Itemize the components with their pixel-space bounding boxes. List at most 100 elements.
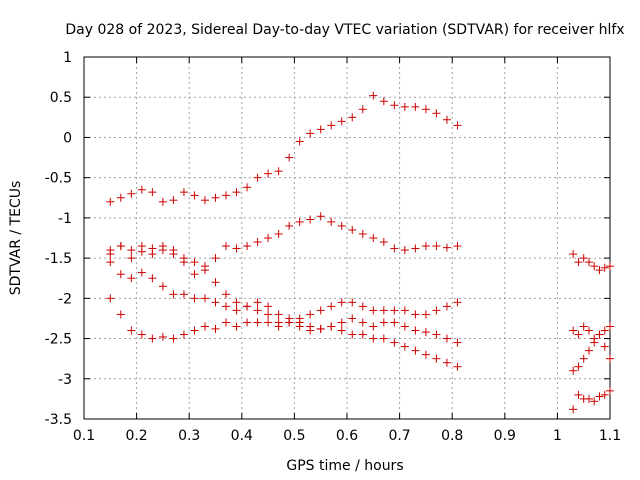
- data-point: [600, 326, 609, 335]
- data-point: [243, 183, 252, 192]
- data-point: [421, 105, 430, 114]
- x-tick-label: 0.6: [336, 428, 358, 444]
- data-point: [274, 167, 283, 176]
- data-point: [179, 290, 188, 299]
- data-point: [211, 324, 220, 333]
- data-point: [253, 238, 262, 247]
- data-point: [316, 306, 325, 315]
- data-point: [211, 298, 220, 307]
- data-point: [158, 197, 167, 206]
- data-point: [200, 322, 209, 331]
- data-point: [574, 330, 583, 339]
- data-point: [421, 310, 430, 319]
- data-point: [295, 137, 304, 146]
- data-point: [606, 354, 614, 363]
- data-point: [379, 334, 388, 343]
- data-point: [127, 274, 136, 283]
- data-point: [253, 318, 262, 327]
- data-point: [190, 326, 199, 335]
- data-point: [232, 306, 241, 315]
- data-point: [274, 322, 283, 331]
- data-point: [190, 191, 199, 200]
- y-axis-label: SDTVAR / TECUs: [8, 181, 24, 296]
- data-point: [358, 229, 367, 238]
- data-point: [421, 328, 430, 337]
- data-point: [316, 125, 325, 134]
- data-point: [600, 342, 609, 351]
- data-point: [316, 324, 325, 333]
- data-point: [179, 188, 188, 197]
- data-point: [348, 330, 357, 339]
- y-tick-label: -3.5: [45, 412, 72, 428]
- data-point: [179, 258, 188, 267]
- data-point: [285, 221, 294, 230]
- data-point: [432, 109, 441, 118]
- data-point: [453, 362, 462, 371]
- data-point: [306, 215, 315, 224]
- y-tick-label: -1: [58, 211, 72, 227]
- data-point: [337, 221, 346, 230]
- data-point: [579, 322, 588, 331]
- data-point: [569, 366, 578, 375]
- x-tick-label: 0.7: [388, 428, 410, 444]
- data-point: [190, 294, 199, 303]
- x-tick-label: 0.5: [283, 428, 305, 444]
- plot-frame: [83, 56, 611, 420]
- data-point: [411, 310, 420, 319]
- data-point: [137, 247, 146, 256]
- data-point: [595, 392, 604, 401]
- data-point: [243, 302, 252, 311]
- data-point: [243, 242, 252, 251]
- data-point: [400, 306, 409, 315]
- data-point: [232, 244, 241, 253]
- x-tick-label: 0.3: [178, 428, 200, 444]
- data-point: [379, 306, 388, 315]
- data-point: [190, 258, 199, 267]
- data-point: [432, 242, 441, 251]
- data-point: [222, 191, 231, 200]
- data-point: [137, 330, 146, 339]
- data-point: [222, 242, 231, 251]
- data-point: [432, 354, 441, 363]
- data-point: [253, 173, 262, 182]
- data-point: [253, 298, 262, 307]
- data-point: [264, 169, 273, 178]
- data-point: [211, 278, 220, 287]
- data-point: [274, 229, 283, 238]
- data-point: [574, 390, 583, 399]
- data-point: [574, 258, 583, 267]
- data-point: [148, 334, 157, 343]
- data-point: [584, 258, 593, 267]
- data-point: [127, 326, 136, 335]
- data-point: [411, 326, 420, 335]
- data-point: [306, 310, 315, 319]
- data-point: [584, 346, 593, 355]
- data-point: [400, 246, 409, 255]
- data-point: [285, 153, 294, 162]
- data-point: [453, 121, 462, 130]
- data-point: [106, 197, 115, 206]
- data-point: [369, 322, 378, 331]
- data-point: [584, 326, 593, 335]
- data-point: [264, 234, 273, 242]
- data-point: [453, 242, 462, 251]
- data-point: [116, 193, 125, 202]
- data-point: [348, 314, 357, 323]
- data-point: [358, 302, 367, 311]
- y-tick-label: -2.5: [45, 332, 72, 348]
- data-point: [421, 242, 430, 251]
- data-point: [390, 306, 399, 315]
- data-point: [379, 238, 388, 247]
- data-point: [148, 188, 157, 197]
- data-point: [137, 185, 146, 194]
- data-point: [390, 318, 399, 327]
- data-point: [232, 322, 241, 331]
- data-point: [579, 354, 588, 363]
- axis-ticks: 0.1 0.2 0.3 0.4 0.5 0.6 0.7 0.8 0.9 1 1.1 1 0.5 0 -0.5…: [45, 50, 621, 444]
- data-point: [337, 326, 346, 335]
- data-point: [158, 332, 167, 341]
- x-tick-label: 0.4: [231, 428, 253, 444]
- data-point: [411, 244, 420, 253]
- data-point: [158, 282, 167, 291]
